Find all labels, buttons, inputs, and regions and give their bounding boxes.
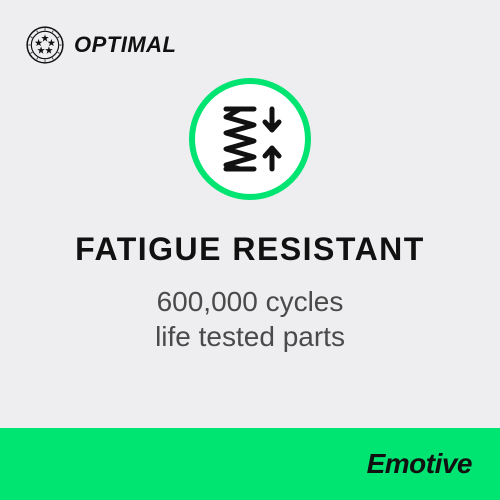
promo-card: OPTIMAL FATIGUE RESISTANT 600,000 cycles… bbox=[0, 0, 500, 500]
subtext-line-2: life tested parts bbox=[155, 321, 345, 352]
footer-bar: Emotive bbox=[0, 428, 500, 500]
feature-block: FATIGUE RESISTANT 600,000 cycles life te… bbox=[0, 0, 500, 428]
feature-headline: FATIGUE RESISTANT bbox=[75, 231, 425, 268]
spring-compression-icon bbox=[186, 75, 314, 203]
subtext-line-1: 600,000 cycles bbox=[157, 286, 344, 317]
feature-subtext: 600,000 cycles life tested parts bbox=[155, 284, 345, 354]
footer-brand: Emotive bbox=[367, 448, 472, 480]
